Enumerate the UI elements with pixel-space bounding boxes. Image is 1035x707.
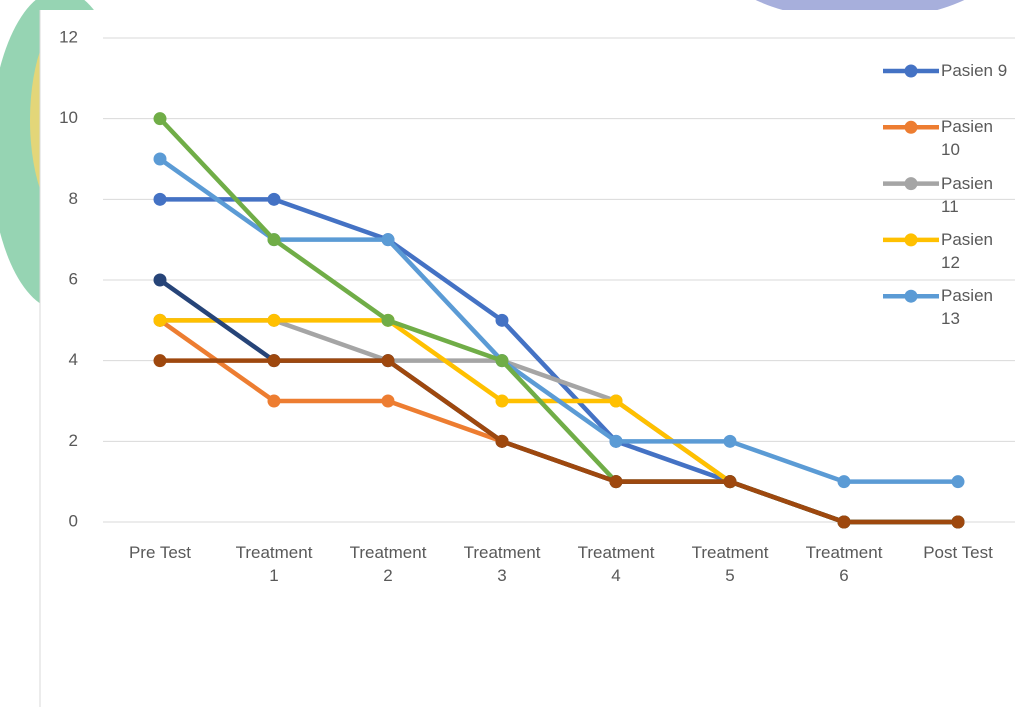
legend-marker: [904, 289, 918, 303]
data-point: [267, 233, 281, 247]
x-tick-label: Treatment 3: [463, 543, 541, 585]
data-point: [609, 475, 623, 489]
y-tick-label: 4: [69, 350, 78, 369]
data-point: [609, 394, 623, 408]
data-point: [381, 313, 395, 327]
data-point: [153, 152, 167, 166]
y-tick-label: 8: [69, 189, 78, 208]
data-point: [381, 394, 395, 408]
data-point: [267, 192, 281, 206]
data-point: [609, 434, 623, 448]
data-point: [153, 313, 167, 327]
legend-label: Pasien 13: [941, 286, 993, 329]
y-tick-label: 0: [69, 511, 78, 530]
x-tick-label: Post Test: [923, 543, 993, 562]
x-tick-label: Treatment 2: [349, 543, 427, 585]
data-point: [153, 192, 167, 206]
series-line: [158, 157, 958, 484]
data-point: [267, 394, 281, 408]
y-tick-label: 12: [59, 27, 78, 46]
data-point: [951, 515, 965, 529]
data-point: [495, 313, 509, 327]
legend-label: Pasien 10: [941, 117, 993, 160]
legend-label: Pasien 12: [941, 229, 993, 272]
data-point: [153, 112, 167, 126]
data-point: [153, 354, 167, 368]
legend-marker: [904, 233, 918, 247]
x-tick-label: Treatment 5: [691, 543, 769, 585]
legend-marker: [904, 120, 918, 134]
data-point: [495, 394, 509, 408]
legend-marker: [904, 64, 918, 78]
legend-label: Pasien 11: [941, 173, 993, 216]
data-point: [495, 354, 509, 368]
data-point: [267, 354, 281, 368]
data-point: [951, 475, 965, 489]
legend-label: Pasien 9: [941, 61, 1008, 80]
data-point: [381, 354, 395, 368]
data-point: [381, 233, 395, 247]
data-point: [267, 313, 281, 327]
x-tick-label: Treatment 1: [235, 543, 313, 585]
data-point: [837, 475, 851, 489]
x-tick-label: Treatment 6: [805, 543, 883, 585]
y-tick-label: 10: [59, 108, 78, 127]
data-point: [153, 273, 167, 287]
legend-marker: [904, 177, 918, 191]
series-line: [160, 358, 958, 525]
data-point: [723, 475, 737, 489]
data-point: [837, 515, 851, 529]
data-point: [495, 434, 509, 448]
y-tick-label: 2: [69, 431, 78, 450]
y-tick-label: 6: [69, 269, 78, 288]
x-tick-label: Pre Test: [128, 543, 192, 562]
data-point: [723, 434, 737, 448]
x-tick-label: Treatment 4: [577, 543, 655, 585]
